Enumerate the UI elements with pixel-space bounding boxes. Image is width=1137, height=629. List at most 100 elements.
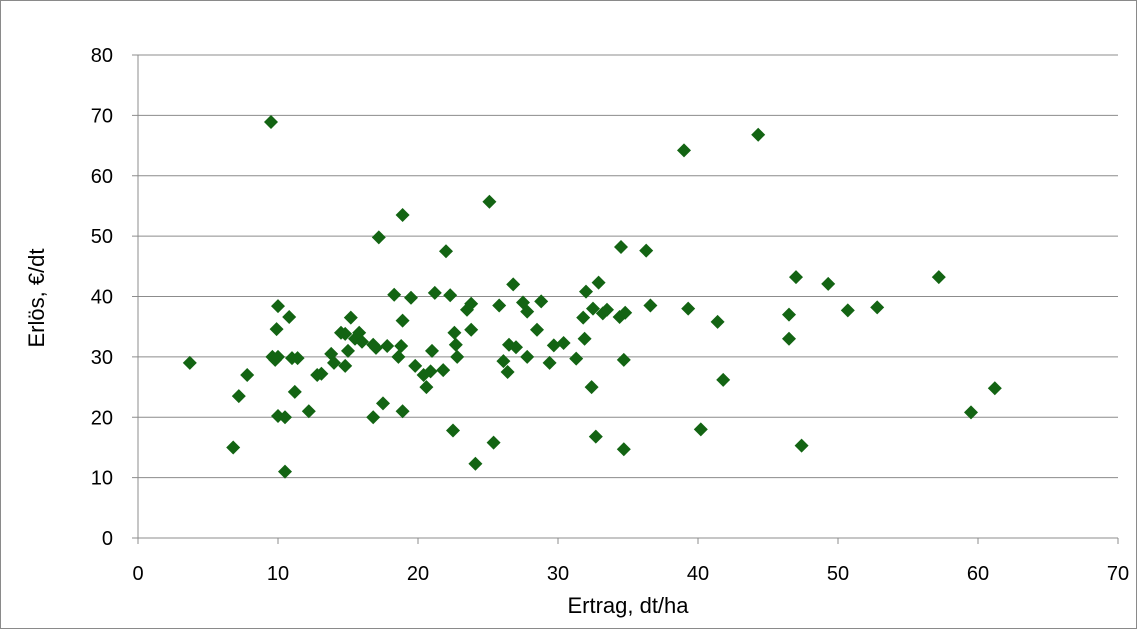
data-point-8	[271, 349, 285, 364]
data-point-42	[404, 290, 418, 305]
data-point-74	[546, 338, 561, 353]
x-axis-title: Ertrag, dt/ha	[567, 593, 689, 618]
data-point-23	[338, 326, 353, 341]
data-point-75	[556, 335, 571, 350]
data-point-62	[492, 298, 507, 313]
data-point-17	[301, 404, 316, 419]
data-point-31	[366, 410, 381, 425]
data-point-89	[616, 442, 631, 457]
data-point-26	[343, 310, 358, 325]
data-point-50	[439, 244, 453, 259]
axes	[132, 54, 1119, 544]
data-point-61	[486, 435, 501, 450]
data-point-94	[681, 301, 696, 316]
data-point-57	[464, 296, 479, 311]
data-point-87	[614, 239, 628, 254]
data-point-59	[468, 456, 483, 471]
data-point-32	[369, 340, 383, 355]
data-point-105	[870, 300, 885, 315]
data-point-40	[395, 313, 410, 328]
data-point-77	[576, 310, 591, 325]
data-point-67	[509, 340, 523, 355]
gridlines	[138, 54, 1118, 479]
data-point-79	[579, 284, 593, 299]
data-point-13	[282, 310, 297, 325]
data-point-4	[264, 115, 278, 130]
x-tick-label: 40	[687, 563, 709, 585]
y-tick-label: 70	[91, 105, 113, 127]
data-point-83	[591, 275, 606, 290]
y-tick-label: 10	[91, 468, 113, 490]
data-point-39	[395, 207, 410, 222]
data-point-66	[506, 277, 521, 292]
y-tick-label: 40	[91, 287, 113, 309]
x-tick-label: 20	[407, 563, 429, 585]
data-points	[182, 115, 1002, 479]
data-point-19	[314, 366, 329, 381]
data-point-36	[387, 287, 402, 302]
y-tick-label: 50	[91, 226, 113, 248]
data-point-37	[391, 349, 406, 364]
data-point-80	[584, 380, 599, 395]
data-point-0	[182, 355, 197, 370]
data-point-53	[447, 325, 462, 340]
data-point-73	[542, 355, 557, 370]
data-point-43	[408, 358, 423, 373]
data-point-88	[616, 352, 631, 367]
data-point-60	[482, 194, 497, 209]
data-point-81	[586, 301, 600, 316]
data-point-103	[821, 276, 836, 291]
data-point-76	[569, 351, 584, 366]
data-point-90	[618, 305, 633, 320]
data-point-104	[840, 303, 855, 318]
data-point-38	[394, 339, 409, 354]
data-point-34	[376, 396, 390, 411]
data-point-108	[987, 381, 1002, 396]
data-point-2	[231, 389, 246, 404]
data-point-24	[338, 358, 353, 373]
data-point-29	[355, 334, 369, 349]
tick-labels: 0 10 20 30 40 50 60 70 80 0 10 20 30 40 50 60 70	[91, 45, 1129, 585]
data-point-98	[751, 127, 766, 142]
data-point-102	[794, 438, 809, 453]
y-tick-label: 60	[91, 166, 113, 188]
data-point-64	[500, 364, 515, 379]
data-point-46	[423, 364, 438, 379]
data-point-54	[448, 337, 463, 352]
x-tick-label: 70	[1107, 563, 1129, 585]
data-point-41	[395, 404, 410, 419]
data-point-7	[269, 322, 284, 337]
data-point-33	[371, 230, 386, 245]
y-tick-label: 20	[91, 407, 113, 429]
data-point-47	[425, 343, 439, 358]
x-tick-label: 10	[267, 563, 289, 585]
x-tick-label: 50	[827, 563, 849, 585]
y-tick-label: 80	[91, 45, 113, 67]
x-tick-label: 0	[132, 563, 143, 585]
data-point-58	[464, 322, 479, 337]
data-point-3	[240, 367, 255, 382]
data-point-21	[327, 355, 341, 370]
data-point-16	[290, 351, 305, 366]
data-point-15	[287, 384, 302, 399]
data-point-99	[782, 307, 796, 322]
data-point-85	[600, 302, 614, 317]
data-point-78	[577, 331, 592, 346]
data-point-70	[520, 349, 535, 364]
data-point-9	[271, 299, 285, 314]
y-tick-label: 30	[91, 347, 113, 369]
data-point-91	[639, 243, 654, 258]
data-point-106	[931, 270, 946, 285]
data-point-100	[782, 331, 796, 346]
data-point-48	[427, 285, 442, 300]
data-point-51	[443, 288, 458, 303]
data-point-11	[278, 410, 292, 425]
x-tick-label: 30	[547, 563, 569, 585]
y-axis-title: Erlös, €/dt	[24, 248, 49, 347]
data-point-45	[419, 380, 434, 395]
data-point-95	[693, 422, 708, 437]
data-point-1	[226, 440, 241, 455]
data-point-96	[710, 314, 725, 329]
